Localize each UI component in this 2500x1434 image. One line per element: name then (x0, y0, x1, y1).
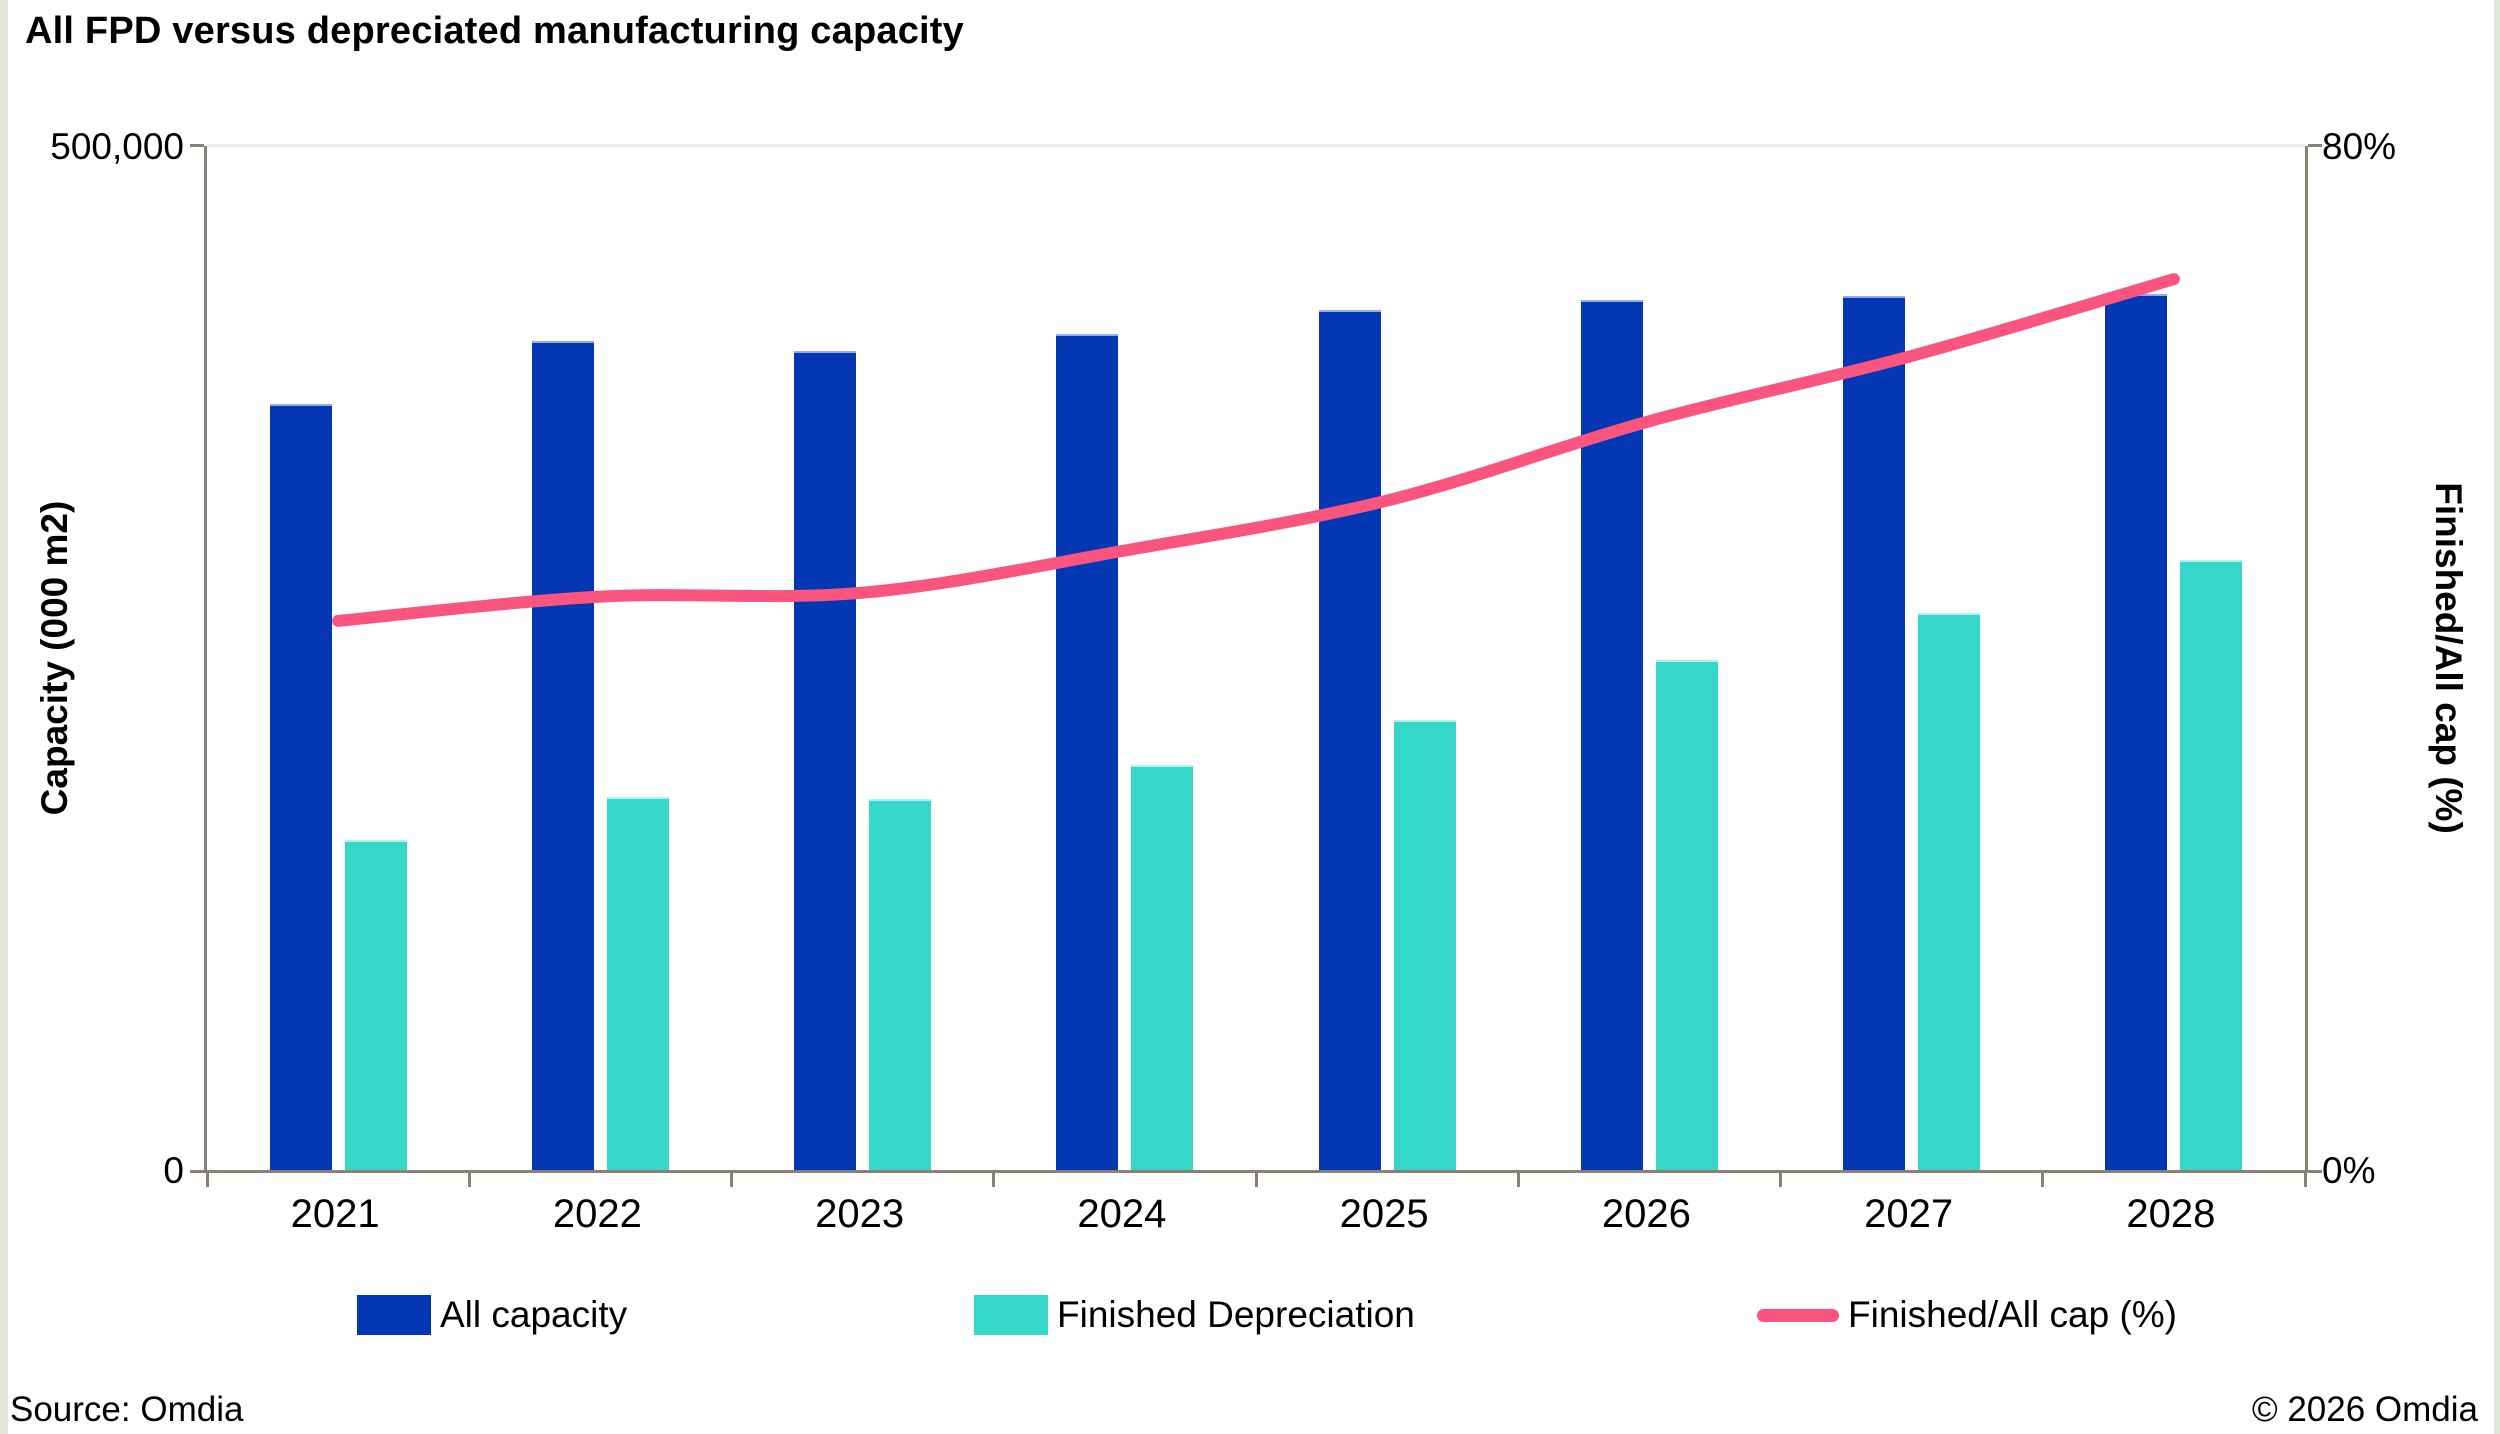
bar-finished-depreciation-2025 (1393, 719, 1456, 1170)
bar-all-capacity-2025 (1318, 309, 1381, 1170)
bar-group-2023 (732, 146, 994, 1170)
right-axis-title: Finished/All cap (%) (2428, 482, 2469, 834)
bar-group-2026 (1518, 146, 1780, 1170)
ratio-line-swatch (1757, 1308, 1839, 1322)
x-label-2026: 2026 (1601, 1192, 1691, 1236)
left-axis-top-tick (190, 144, 204, 147)
right-axis-top-tick (2308, 144, 2322, 147)
bar-finished-depreciation-2022 (606, 797, 669, 1170)
copyright-note: © 2026 Omdia (2251, 1390, 2478, 1429)
all-capacity-swatch (357, 1295, 431, 1335)
chart-title: All FPD versus depreciated manufacturing… (25, 10, 964, 52)
left-axis-zero-label: 0 (163, 1150, 184, 1191)
right-axis-zero-label: 0% (2322, 1150, 2376, 1191)
x-axis-tick (1779, 1173, 1782, 1187)
bar-finished-depreciation-2027 (1918, 613, 1981, 1170)
bar-all-capacity-2021 (269, 404, 332, 1170)
x-axis-labels: 2021 2022 2023 2024 2025 2026 2027 2028 (204, 1192, 2302, 1237)
ratio-line-layer (332, 273, 2180, 627)
x-label-2024: 2024 (1077, 1192, 1167, 1236)
legend-item-ratio-line: Finished/All cap (%) (1757, 1291, 2177, 1339)
left-axis-zero-tick (190, 1170, 204, 1173)
bar-group-2028 (2043, 146, 2305, 1170)
x-axis-tick (1254, 1173, 1258, 1187)
right-axis-zero-tick (2308, 1170, 2322, 1173)
legend-item-all-capacity: All capacity (357, 1291, 627, 1339)
bar-group-2025 (1256, 146, 1518, 1170)
finished-all-cap-line (332, 273, 2180, 627)
bar-finished-depreciation-2026 (1655, 660, 1718, 1170)
legend-label: Finished/All cap (%) (1848, 1294, 2178, 1335)
bar-group-2022 (469, 146, 731, 1170)
legend-label: All capacity (440, 1294, 628, 1335)
left-axis-max-label: 500,000 (50, 126, 184, 167)
bar-all-capacity-2023 (794, 350, 857, 1170)
top-gridline (207, 144, 2305, 147)
source-note: Source: Omdia (10, 1390, 244, 1429)
legend-label: Finished Depreciation (1057, 1294, 1415, 1335)
x-axis-tick (467, 1173, 471, 1187)
bar-group-2027 (1781, 146, 2043, 1170)
bar-all-capacity-2027 (1843, 295, 1906, 1170)
x-axis-tick (1516, 1173, 1520, 1187)
bars-layer (207, 146, 2305, 1170)
right-axis-max-label: 80% (2322, 126, 2397, 167)
x-axis-tick (730, 1173, 733, 1187)
left-axis-title: Capacity (000 m2) (34, 500, 75, 816)
plot-area (190, 144, 2322, 1187)
finished-depreciation-swatch (974, 1295, 1048, 1335)
bar-all-capacity-2024 (1056, 334, 1119, 1170)
bar-group-2024 (994, 146, 1256, 1170)
bar-group-2021 (207, 146, 469, 1170)
bar-finished-depreciation-2021 (344, 840, 407, 1170)
right-edge-strip (2494, 0, 2500, 1434)
bar-finished-depreciation-2023 (869, 799, 932, 1170)
bar-all-capacity-2028 (2105, 293, 2168, 1170)
x-axis-tick (205, 1173, 209, 1187)
bar-finished-depreciation-2028 (2180, 559, 2243, 1170)
legend-item-finished-depreciation: Finished Depreciation (974, 1291, 1415, 1339)
left-edge-strip (0, 0, 8, 1434)
x-label-2021: 2021 (290, 1192, 380, 1236)
x-axis-tick (2041, 1173, 2045, 1187)
bar-all-capacity-2022 (531, 340, 594, 1170)
x-axis-tick (2303, 1173, 2307, 1187)
bar-finished-depreciation-2024 (1131, 764, 1194, 1170)
x-label-2025: 2025 (1339, 1192, 1429, 1236)
x-label-2028: 2028 (2126, 1192, 2216, 1236)
x-label-2022: 2022 (552, 1192, 642, 1236)
x-axis-tick (992, 1173, 996, 1187)
x-label-2027: 2027 (1864, 1192, 1954, 1236)
x-label-2023: 2023 (815, 1192, 905, 1236)
